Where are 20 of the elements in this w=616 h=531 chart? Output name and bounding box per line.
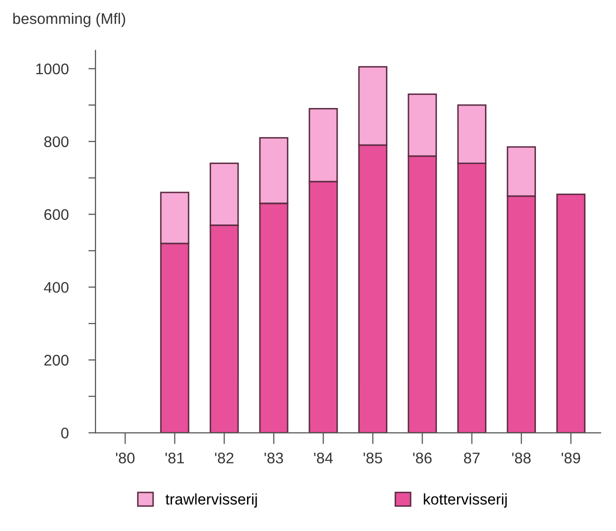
y-tick-label: 400 <box>44 282 68 293</box>
x-tick-label: '89 <box>562 452 580 464</box>
legend-label: trawlervisserij <box>166 493 257 508</box>
x-tick-label: '84 <box>314 452 333 464</box>
y-tick-label: 1000 <box>36 64 68 74</box>
x-tick-label: '80 <box>116 452 135 464</box>
y-tick-label: 0 <box>61 428 68 438</box>
y-axis-title: besomming (Mfl) <box>13 12 126 28</box>
y-tick-label: 600 <box>44 209 68 220</box>
y-tick-label: 800 <box>44 136 68 148</box>
x-tick-label: '88 <box>512 452 531 464</box>
x-tick-label: '83 <box>264 452 284 464</box>
bar <box>556 194 586 433</box>
legend-label: kottervisserij <box>424 493 507 508</box>
x-tick-label: '86 <box>413 452 432 464</box>
x-tick-label: '85 <box>364 452 382 464</box>
x-tick-label: '81 <box>166 452 184 464</box>
y-tick-label: 200 <box>44 354 68 366</box>
x-tick-label: 87 <box>464 452 480 464</box>
x-tick-label: '82 <box>215 452 234 464</box>
